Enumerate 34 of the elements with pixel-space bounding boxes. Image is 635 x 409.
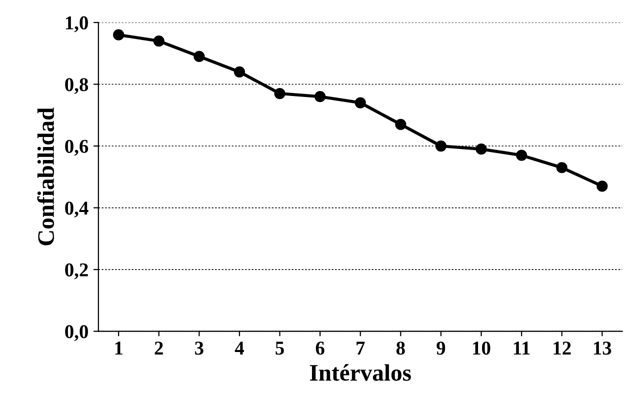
point [596,180,608,192]
x-tick-label: 12 [554,342,571,355]
y-tick-label: 0,6 [65,140,88,156]
y-tick-label: 0,2 [65,263,88,280]
x-tick-label: 5 [276,342,284,355]
x-tick-label: 8 [396,342,405,355]
x-tick-label: 1 [115,342,122,355]
x-tick-label: 4 [234,342,244,355]
point [153,35,164,47]
point [314,91,326,102]
point [113,29,124,40]
x-tick-label: 7 [356,342,365,355]
point [354,97,366,108]
y-tick-label: 0,0 [65,325,88,342]
point [395,118,406,130]
point [194,50,205,62]
x-tick-label: 2 [154,342,163,355]
point [516,150,528,161]
y-tick-label: 0,4 [65,202,88,218]
point [234,66,246,78]
y-axis-title: Confiabilidad [37,108,54,246]
point [274,88,286,100]
x-tick-label: 6 [316,342,324,355]
x-tick-label: 11 [514,342,530,355]
point [435,140,447,152]
y-tick-label: 0,8 [65,78,88,94]
y-tick-label: 1,0 [66,16,88,32]
x-tick-label: 13 [594,342,612,355]
point [476,144,487,155]
point [556,162,568,174]
x-tick-label: 10 [473,342,490,355]
x-tick-label: 9 [436,342,446,355]
x-axis-title: Intérvalos [310,364,411,381]
x-tick-label: 3 [195,342,204,355]
